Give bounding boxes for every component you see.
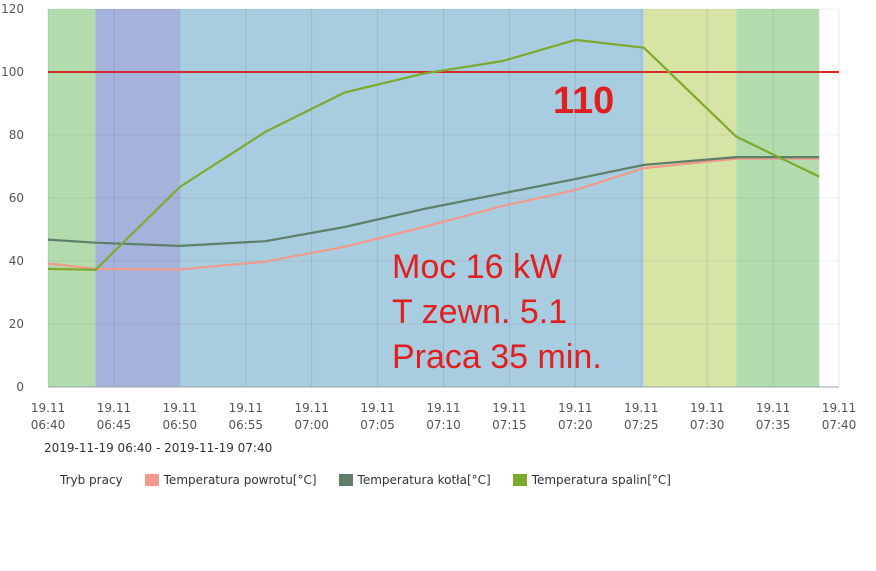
legend-item-temperatura-kotla[interactable]: Temperatura kotła[°C] <box>338 473 491 487</box>
legend-item-label: Tryb pracy <box>60 473 123 487</box>
x-tick-date: 19.11 <box>97 401 131 415</box>
x-tick-date: 19.11 <box>360 401 394 415</box>
y-axis-ticks: 0 20 40 60 80 100 120 <box>1 2 24 394</box>
legend-item-tryb-pracy[interactable]: Tryb pracy <box>60 473 123 487</box>
x-tick-date: 19.11 <box>822 401 856 415</box>
x-tick-date: 19.11 <box>426 401 460 415</box>
x-tick-time: 07:35 <box>756 418 791 432</box>
annotation-power: Moc 16 kW <box>392 248 562 286</box>
x-tick-time: 07:15 <box>492 418 527 432</box>
x-tick-time: 06:50 <box>163 418 198 432</box>
legend-item-temperatura-powrotu[interactable]: Temperatura powrotu[°C] <box>144 473 317 487</box>
series-line-2 <box>47 38 820 271</box>
y-tick-label: 100 <box>1 65 24 79</box>
x-tick-time: 07:40 <box>822 418 857 432</box>
x-axis-ticks: 19.11 06:40 19.11 06:45 19.11 06:50 19.11 06:55… <box>31 401 857 432</box>
annotation-outside-temp: T zewn. 5.1 <box>392 293 567 331</box>
x-tick-time: 07:30 <box>690 418 725 432</box>
y-tick-label: 80 <box>9 128 24 142</box>
legend-swatch <box>512 474 527 486</box>
y-tick-label: 60 <box>9 191 24 205</box>
y-tick-label: 40 <box>9 254 24 268</box>
x-tick-date: 19.11 <box>163 401 197 415</box>
x-tick-date: 19.11 <box>558 401 592 415</box>
x-tick-date: 19.11 <box>492 401 526 415</box>
date-range-label: 2019-11-19 06:40 - 2019-11-19 07:40 <box>44 441 273 455</box>
series-lines <box>47 38 839 271</box>
x-tick-time: 06:40 <box>31 418 66 432</box>
legend-item-label: Temperatura spalin[°C] <box>531 473 671 487</box>
x-tick-date: 19.11 <box>31 401 65 415</box>
x-tick-time: 06:55 <box>228 418 263 432</box>
x-tick-date: 19.11 <box>690 401 724 415</box>
annotation-runtime: Praca 35 min. <box>392 338 602 376</box>
x-tick-time: 07:05 <box>360 418 395 432</box>
x-tick-time: 06:45 <box>97 418 132 432</box>
x-tick-time: 07:25 <box>624 418 659 432</box>
y-tick-label: 20 <box>9 317 24 331</box>
legend: Tryb pracy Temperatura powrotu[°C] Tempe… <box>60 473 693 487</box>
y-tick-label: 0 <box>16 380 24 394</box>
x-tick-date: 19.11 <box>624 401 658 415</box>
legend-swatch <box>338 474 353 486</box>
series-line-1 <box>47 156 820 247</box>
legend-item-temperatura-spalin[interactable]: Temperatura spalin[°C] <box>512 473 671 487</box>
x-tick-date: 19.11 <box>756 401 790 415</box>
series-line-0 <box>47 157 820 271</box>
y-tick-label: 120 <box>1 2 24 16</box>
x-tick-date: 19.11 <box>229 401 263 415</box>
annotation-110: 110 <box>553 80 614 122</box>
x-tick-time: 07:20 <box>558 418 593 432</box>
legend-swatch <box>144 474 159 486</box>
legend-item-label: Temperatura powrotu[°C] <box>163 473 317 487</box>
x-tick-date: 19.11 <box>294 401 328 415</box>
legend-item-label: Temperatura kotła[°C] <box>357 473 491 487</box>
x-tick-time: 07:00 <box>294 418 329 432</box>
x-tick-time: 07:10 <box>426 418 461 432</box>
